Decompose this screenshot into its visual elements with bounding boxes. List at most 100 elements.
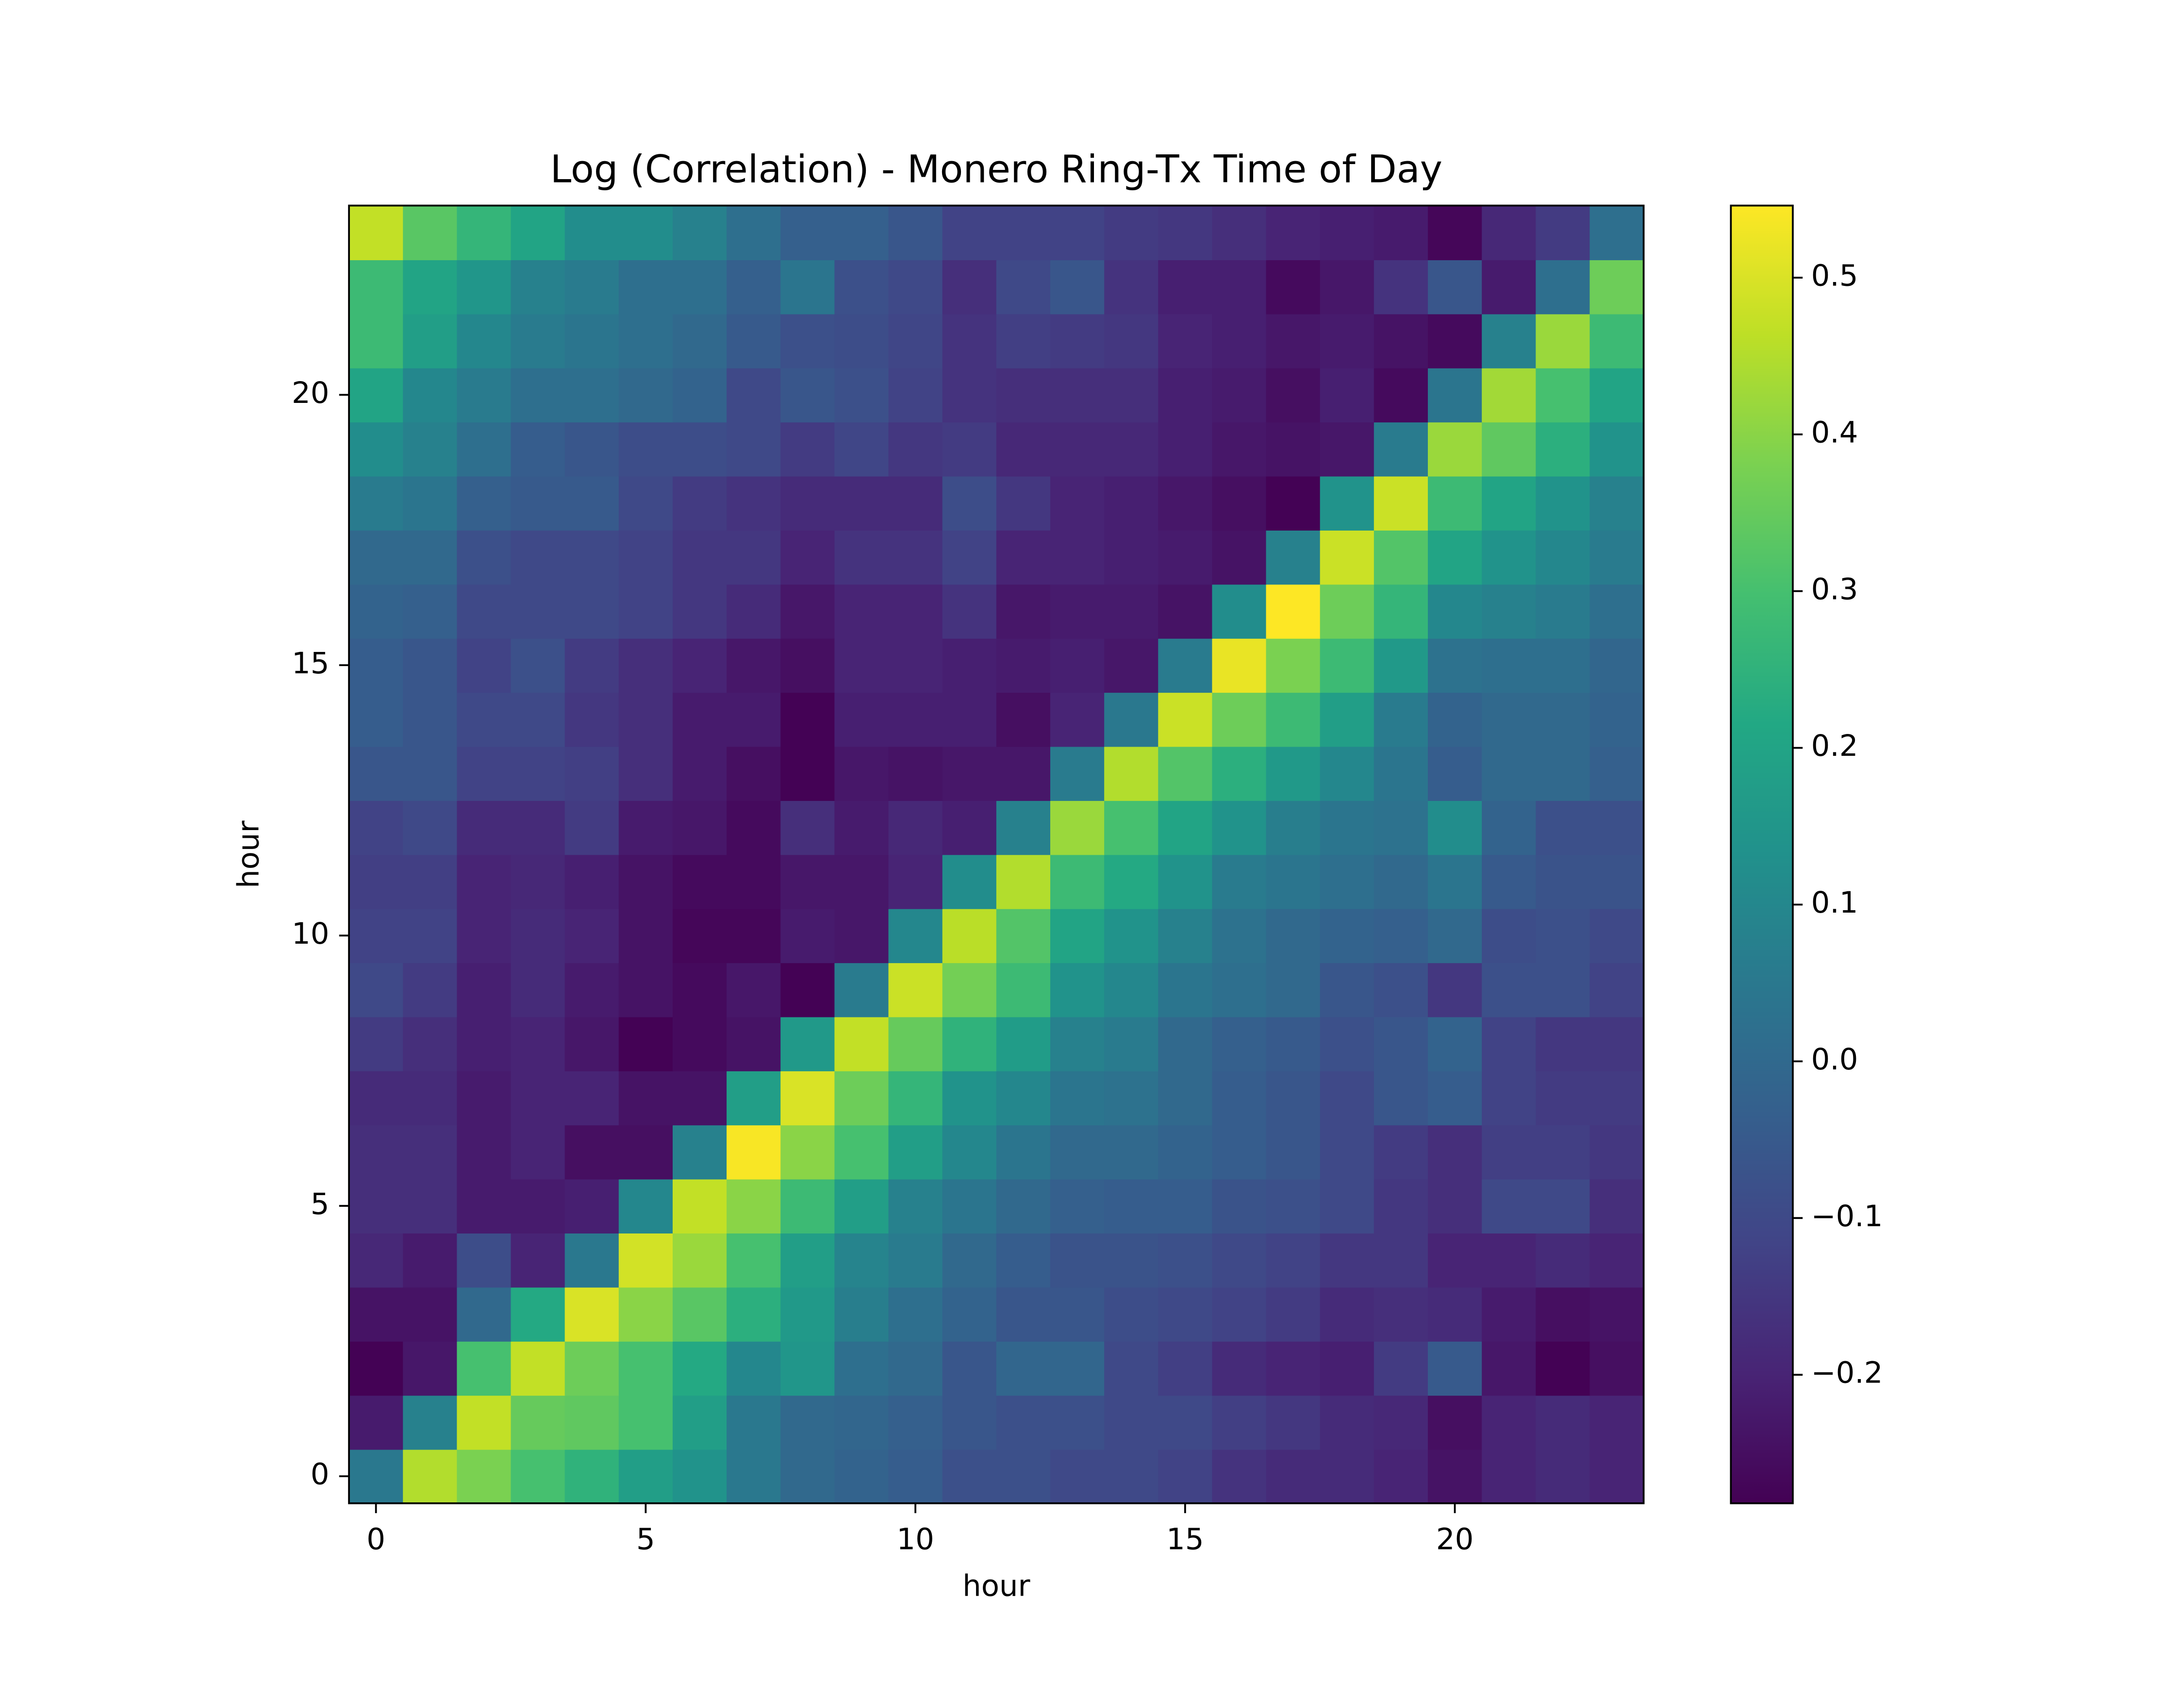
heatmap-cell xyxy=(727,530,781,585)
heatmap-cell xyxy=(403,1395,458,1450)
heatmap-cell xyxy=(1589,1179,1644,1234)
heatmap-cell xyxy=(1320,692,1375,747)
heatmap-cell xyxy=(1428,1449,1483,1504)
heatmap-cell xyxy=(1373,476,1429,531)
heatmap-cell xyxy=(1428,692,1483,747)
heatmap-cell xyxy=(564,1016,619,1071)
heatmap-cell xyxy=(511,1287,565,1342)
heatmap-cell xyxy=(618,908,674,964)
heatmap-cell xyxy=(888,1179,943,1234)
heatmap-cell xyxy=(403,692,458,747)
heatmap-cell xyxy=(834,422,889,477)
heatmap-cell xyxy=(996,1341,1051,1396)
heatmap-cell xyxy=(1104,584,1159,639)
heatmap-cell xyxy=(1373,1233,1429,1288)
heatmap-cell xyxy=(1266,746,1321,801)
heatmap-cell xyxy=(618,584,674,639)
heatmap-cell xyxy=(727,854,781,909)
heatmap-cell xyxy=(672,314,728,368)
heatmap-cell xyxy=(349,1233,404,1288)
heatmap-cell xyxy=(1320,314,1375,368)
heatmap-cell xyxy=(727,259,781,315)
heatmap-cell xyxy=(888,800,943,855)
heatmap-cell xyxy=(888,854,943,909)
heatmap-cell xyxy=(1320,1179,1375,1234)
heatmap-cell xyxy=(618,638,674,693)
heatmap-cell xyxy=(403,1179,458,1234)
heatmap-cell xyxy=(727,1341,781,1396)
heatmap-cell xyxy=(1373,854,1429,909)
heatmap-cell xyxy=(1589,530,1644,585)
heatmap-cell xyxy=(1428,1070,1483,1126)
heatmap-cell xyxy=(403,422,458,477)
heatmap-cell xyxy=(1158,1287,1213,1342)
heatmap-cell xyxy=(1104,908,1159,964)
heatmap-cell xyxy=(942,1070,997,1126)
heatmap-cell xyxy=(349,638,404,693)
heatmap-cell xyxy=(1428,530,1483,585)
heatmap-cell xyxy=(1482,1070,1537,1126)
heatmap-cell xyxy=(1428,476,1483,531)
heatmap-cell xyxy=(996,1233,1051,1288)
heatmap-cell xyxy=(564,638,619,693)
heatmap-cell xyxy=(1266,854,1321,909)
heatmap-cell xyxy=(888,367,943,423)
heatmap-cell xyxy=(564,314,619,368)
heatmap-cell xyxy=(727,476,781,531)
heatmap-cell xyxy=(511,1449,565,1504)
heatmap-cell xyxy=(996,1287,1051,1342)
heatmap-cell xyxy=(1482,1341,1537,1396)
heatmap-cell xyxy=(672,1070,728,1126)
heatmap-cell xyxy=(511,422,565,477)
heatmap-cell xyxy=(996,746,1051,801)
heatmap-cell xyxy=(1212,1179,1267,1234)
heatmap-cell xyxy=(834,692,889,747)
heatmap-cell xyxy=(1050,638,1105,693)
heatmap-cell xyxy=(1373,1449,1429,1504)
heatmap-cell xyxy=(942,1341,997,1396)
heatmap-cell xyxy=(1158,259,1213,315)
heatmap-cell xyxy=(996,1179,1051,1234)
heatmap-cell xyxy=(996,314,1051,368)
heatmap-cell xyxy=(1428,746,1483,801)
heatmap-cell xyxy=(780,1449,835,1504)
heatmap-cell xyxy=(349,1179,404,1234)
heatmap-cell xyxy=(457,854,512,909)
heatmap-cell xyxy=(888,638,943,693)
heatmap-cell xyxy=(349,854,404,909)
heatmap-cell xyxy=(1589,854,1644,909)
heatmap-cell xyxy=(618,1016,674,1071)
heatmap-cell xyxy=(1482,1125,1537,1180)
heatmap-cell xyxy=(1373,746,1429,801)
heatmap-cell xyxy=(1482,1395,1537,1450)
heatmap-cell xyxy=(780,476,835,531)
colorbar-tick-label: 0.3 xyxy=(1811,572,1858,606)
heatmap-cell xyxy=(1536,530,1590,585)
heatmap-cell xyxy=(349,692,404,747)
heatmap-cell xyxy=(1104,476,1159,531)
heatmap-cell xyxy=(1482,746,1537,801)
heatmap-cell xyxy=(834,367,889,423)
heatmap-cell xyxy=(1589,908,1644,964)
heatmap-cell xyxy=(727,205,781,261)
heatmap-cell xyxy=(834,530,889,585)
heatmap-cell xyxy=(1104,205,1159,261)
heatmap-cell xyxy=(942,908,997,964)
heatmap-cell xyxy=(564,584,619,639)
heatmap-cell xyxy=(403,314,458,368)
heatmap-cell xyxy=(511,638,565,693)
heatmap-cell xyxy=(349,205,404,261)
heatmap-cell xyxy=(457,422,512,477)
heatmap-cell xyxy=(942,1395,997,1450)
heatmap-cell xyxy=(564,530,619,585)
heatmap-cell xyxy=(403,1016,458,1071)
heatmap-cell xyxy=(457,962,512,1017)
heatmap-cell xyxy=(727,422,781,477)
heatmap-cell xyxy=(1266,205,1321,261)
heatmap-cell xyxy=(457,1070,512,1126)
heatmap-cell xyxy=(942,422,997,477)
heatmap-cell xyxy=(564,1395,619,1450)
heatmap-cell xyxy=(403,1125,458,1180)
heatmap-cell xyxy=(672,1449,728,1504)
